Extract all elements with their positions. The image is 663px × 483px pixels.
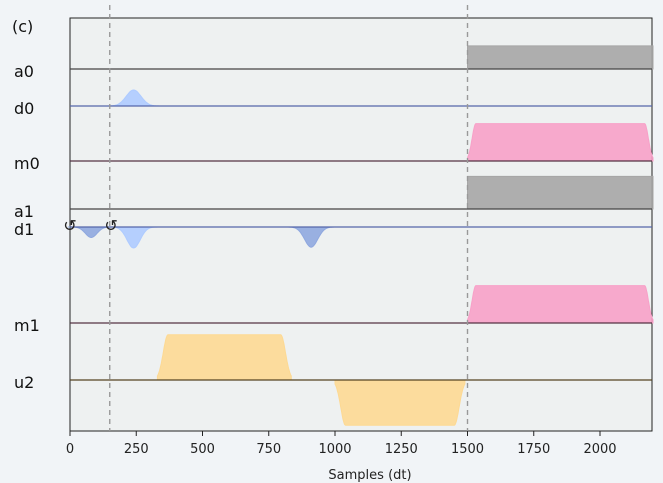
channel-baselines [70, 68, 652, 381]
phase-markers: ↺ ↺ [63, 216, 117, 235]
x-tick-label-1500: 1500 [451, 442, 484, 457]
plot-area [69, 17, 653, 432]
channel-label-d0: d0 [14, 99, 34, 118]
x-tick-label-0: 0 [66, 442, 74, 457]
x-tick-label-2000: 2000 [583, 442, 616, 457]
x-tick-label-500: 500 [190, 442, 215, 457]
channel-label-u2: u2 [14, 373, 34, 392]
pulse-a1-0 [467, 175, 654, 210]
x-tick-label-1750: 1750 [517, 442, 550, 457]
pulse-a0-0 [467, 45, 654, 70]
channel-label-m0: m0 [14, 154, 40, 173]
pulse-layer [67, 45, 654, 426]
x-axis-label: Samples (dt) [328, 468, 411, 483]
pulse-m0-0 [467, 123, 654, 162]
x-tick-label-250: 250 [124, 442, 149, 457]
pulse-m1-0 [467, 285, 654, 324]
x-tick-label-1000: 1000 [318, 442, 351, 457]
channel-label-m1: m1 [14, 316, 40, 335]
pulse-u2-0 [156, 334, 292, 381]
channel-label-a1: a1 [14, 202, 34, 221]
panel-label: (c) [12, 17, 33, 36]
channel-label-a0: a0 [14, 62, 34, 81]
x-tick-label-750: 750 [256, 442, 281, 457]
channel-label-d1: d1 [14, 220, 34, 239]
phase-marker-icon: ↺ [63, 216, 76, 235]
x-axis: 0 250 500 750 1000 1250 1500 1750 2000 [66, 431, 617, 457]
barrier-lines [109, 5, 469, 431]
phase-marker-icon: ↺ [104, 216, 117, 235]
pulse-u2-1 [334, 379, 466, 426]
x-tick-label-1250: 1250 [385, 442, 418, 457]
